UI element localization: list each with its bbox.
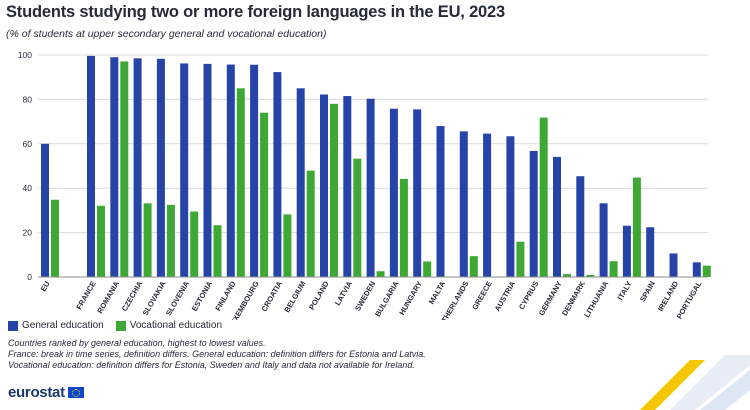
bar-vocational [539,117,548,277]
bar-general [296,88,305,277]
bar-general [41,143,49,277]
bar-vocational [260,112,269,277]
bar-vocational [632,177,641,277]
bar-general [87,55,95,277]
x-tick-label: SWEDEN [353,280,377,313]
y-tick-label: 0 [27,272,32,282]
bar-vocational [190,211,199,277]
bar-general [529,150,538,277]
y-tick-label: 80 [23,94,33,104]
bar-vocational [236,88,245,277]
note-france: France: break in time series, definition… [8,349,426,359]
bar-vocational [120,61,129,277]
legend-swatch-general [8,320,18,331]
y-tick-label: 100 [18,50,32,60]
x-tick-label: MALTA [427,279,448,306]
bar-vocational [702,265,711,277]
bar-general [622,225,631,277]
y-tick-label: 60 [23,139,33,149]
legend: General education Vocational education [8,320,234,331]
x-tick-label: GREECE [470,279,494,311]
chart-subtitle: (% of students at upper secondary genera… [6,28,327,40]
y-tick-label: 40 [23,183,33,193]
bar-general [180,63,189,277]
bar-general [459,131,468,277]
bar-vocational [330,103,338,277]
x-tick-label: ROMANIA [95,279,121,315]
bar-general [669,253,678,277]
logo-text: eurostat [8,384,65,401]
eu-flag-icon [67,387,84,398]
bar-vocational [586,275,595,277]
bar-vocational [353,158,362,277]
x-tick-label: CYPRUS [517,280,540,312]
legend-label-vocational: Vocational education [129,320,223,331]
x-tick-label: FRANCE [74,280,97,312]
bar-general [250,64,259,277]
bar-general [599,203,608,277]
bar-general [506,136,515,277]
y-tick-label: 20 [23,228,33,238]
bar-general [343,96,352,277]
bar-vocational [306,170,315,277]
bar-general [133,58,142,277]
bar-vocational [609,261,618,277]
x-tick-label: LATVIA [333,279,354,307]
x-tick-label: SPAIN [638,280,657,304]
bar-general [366,98,375,277]
bar-vocational [423,261,432,277]
bar-general [226,64,235,278]
bar-general [413,109,422,277]
bar-vocational [563,274,571,277]
bar-general [273,72,282,278]
x-tick-label: ESTONIA [190,279,215,313]
note-ranking: Countries ranked by general education, h… [8,338,266,348]
bar-general [646,227,655,277]
x-tick-label: CZECHIA [120,279,145,313]
bar-vocational [469,256,478,277]
chart-title: Students studying two or more foreign la… [6,3,505,21]
x-tick-label: AUSTRIA [493,279,518,313]
bar-general [110,57,119,277]
legend-item-general: General education [8,320,104,331]
legend-label-general: General education [22,320,104,331]
bar-vocational [516,241,525,277]
bar-vocational [166,204,175,277]
legend-swatch-vocational [115,320,126,331]
x-tick-label: SLOVENIA [164,279,191,317]
x-tick-label: ITALY [616,280,634,302]
x-tick-label: POLAND [307,279,331,311]
bar-vocational [213,225,222,277]
bar-vocational [376,271,385,277]
bar-general [320,94,328,278]
chart-notes: Countries ranked by general education, h… [8,338,426,371]
x-tick-label: CROATIA [260,279,285,313]
x-tick-label: IRELAND [656,279,681,313]
x-tick-label: HUNGARY [397,280,424,317]
bar-vocational [399,178,408,277]
bar-general [156,58,165,277]
bar-general [389,108,398,277]
bar-vocational [143,203,152,277]
x-tick-label: EU [39,280,52,294]
x-tick-label: FINLAND [213,279,238,313]
bar-general [203,63,212,277]
note-vocational: Vocational education: definition differs… [8,360,415,370]
bar-general [576,176,585,277]
bar-vocational [51,199,59,277]
legend-item-vocational: Vocational education [115,320,223,331]
bar-general [436,126,445,277]
x-tick-label: LITHUANIA [582,279,610,319]
x-tick-label: BELGIUM [282,280,307,314]
bar-vocational [283,214,292,277]
bar-general [483,133,492,277]
decorative-swoosh-icon [640,355,750,410]
bar-vocational [97,205,105,277]
bar-general [553,156,561,277]
bar-general [692,262,701,277]
eurostat-logo: eurostat [8,384,84,401]
